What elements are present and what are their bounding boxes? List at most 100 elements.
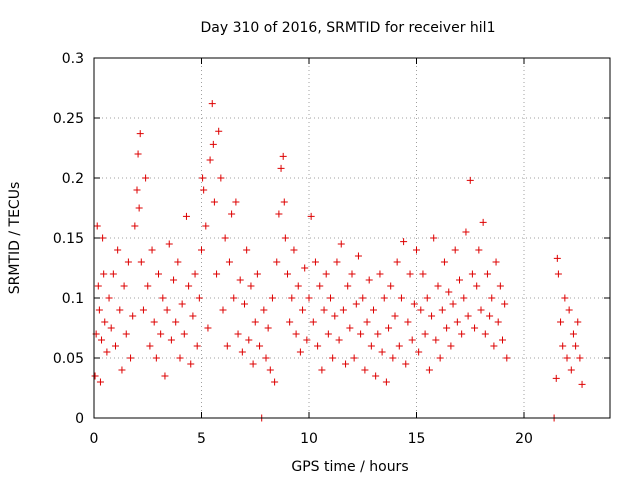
data-point-110 [307,212,315,220]
data-point-147 [387,282,395,290]
data-point-6 [98,336,106,344]
x-tick-label-1: 5 [197,431,206,447]
x-axis-ticks: 0 5 10 15 20 [90,58,533,447]
data-point-113 [314,342,322,350]
data-point-64 [210,198,218,206]
data-point-80 [245,336,253,344]
data-point-168 [432,336,440,344]
data-point-194 [488,294,496,302]
data-point-115 [318,366,326,374]
data-point-154 [402,360,410,368]
y-axis-label: SRMTID / TECUs [7,182,23,295]
data-point-17 [118,366,126,374]
data-point-163 [421,330,429,338]
data-point-155 [404,318,412,326]
data-point-151 [395,342,403,350]
data-point-22 [129,312,137,320]
data-point-125 [339,306,347,314]
data-point-46 [176,354,184,362]
data-point-211 [567,366,575,374]
data-point-173 [443,324,451,332]
data-point-35 [152,354,160,362]
data-point-128 [346,324,354,332]
y-axis-ticks: 0 0.05 0.1 0.15 0.2 0.25 0.3 [53,51,610,427]
data-point-137 [365,276,373,284]
data-point-166 [428,312,436,320]
y-tick-label-0: 0 [75,411,84,427]
data-point-169 [434,282,442,290]
data-point-107 [301,264,309,272]
data-point-153 [400,238,408,246]
data-point-145 [382,378,390,386]
data-point-93 [273,258,281,266]
data-point-23 [131,222,139,230]
data-point-212 [569,330,577,338]
data-point-99 [284,270,291,278]
data-point-8 [100,270,108,278]
data-point-25 [134,150,142,158]
data-point-134 [359,294,367,302]
data-point-72 [228,210,236,218]
data-point-69 [221,234,229,242]
data-point-204 [553,254,561,262]
data-point-139 [370,306,377,314]
data-point-160 [415,348,423,356]
data-point-14 [112,342,119,350]
data-point-165 [425,366,433,374]
data-point-105 [296,348,304,356]
data-point-117 [322,270,330,278]
data-point-214 [574,318,582,326]
data-point-96 [279,152,287,160]
data-point-83 [251,318,259,326]
data-point-79 [243,246,251,254]
data-point-70 [223,342,231,350]
data-point-206 [557,318,565,326]
data-point-121 [331,312,339,320]
data-point-112 [311,258,319,266]
data-point-171 [438,306,446,314]
x-tick-label-3: 15 [408,431,426,447]
data-point-65 [213,270,221,278]
data-point-190 [479,218,487,226]
data-point-186 [471,324,479,332]
data-point-39 [161,372,169,380]
data-point-16 [116,306,124,314]
data-point-198 [496,282,504,290]
data-point-156 [406,270,414,278]
data-point-67 [217,174,225,182]
data-point-63 [209,140,217,148]
y-tick-label-3: 0.15 [53,231,84,247]
data-point-136 [363,318,371,326]
data-point-148 [389,354,397,362]
data-point-34 [150,318,158,326]
data-point-195 [490,342,498,350]
data-point-179 [456,276,463,284]
data-point-97 [280,198,288,206]
y-tick-label-1: 0.05 [53,351,84,367]
data-point-123 [335,336,343,344]
data-point-42 [167,336,175,344]
data-point-30 [142,174,150,182]
data-point-94 [275,210,283,218]
data-point-62 [208,100,216,108]
data-point-197 [494,318,502,326]
data-point-59 [202,222,210,230]
data-point-201 [503,354,511,362]
data-point-164 [423,294,431,302]
data-point-38 [159,294,167,302]
data-point-90 [266,366,274,374]
data-point-43 [170,276,178,284]
data-point-81 [247,282,255,290]
data-point-129 [348,270,356,278]
data-point-106 [299,306,307,314]
data-point-184 [466,176,474,184]
data-point-56 [198,246,205,254]
data-point-89 [264,324,272,332]
data-point-189 [477,306,485,314]
data-point-51 [187,360,195,368]
data-point-175 [447,342,455,350]
data-point-157 [408,336,416,344]
data-point-208 [561,294,569,302]
data-point-196 [492,258,500,266]
data-point-50 [185,282,193,290]
